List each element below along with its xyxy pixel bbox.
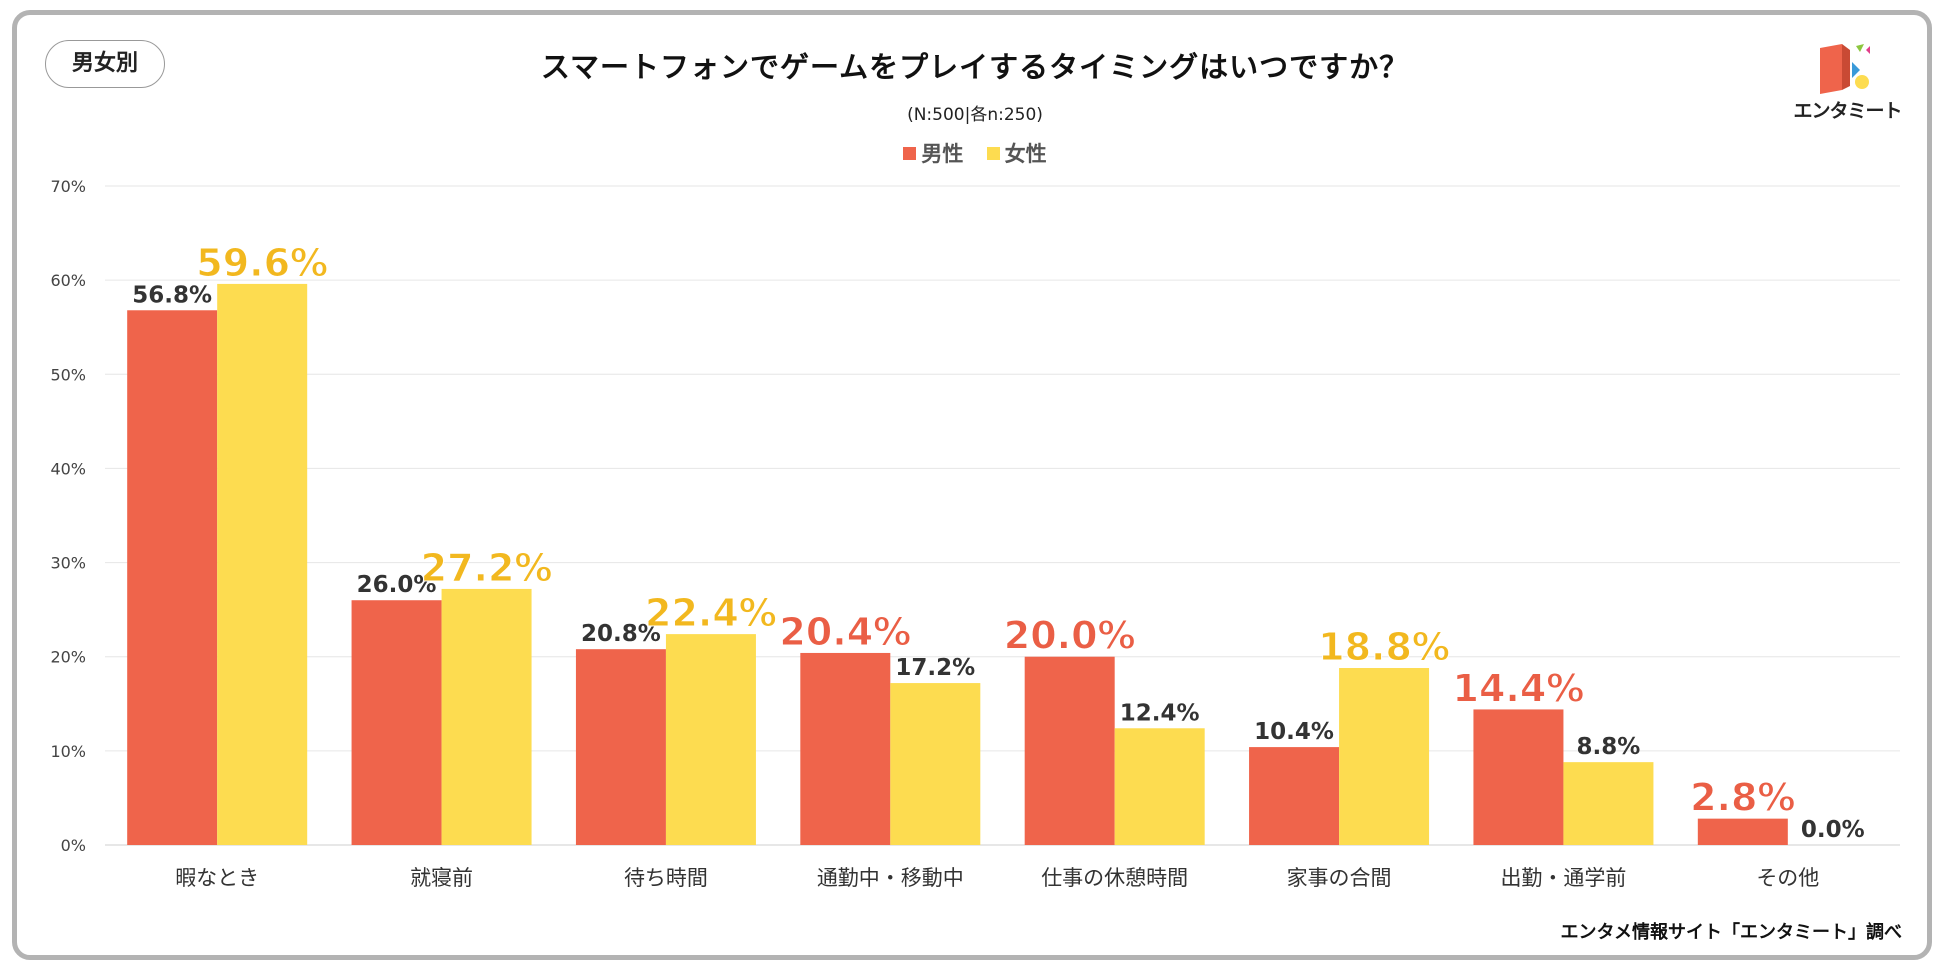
x-category-label: 出勤・通学前 <box>1500 866 1626 890</box>
bar-male <box>351 600 442 845</box>
bar-male <box>1473 709 1564 845</box>
x-category-label: 家事の合間 <box>1287 866 1392 890</box>
x-category-label: その他 <box>1756 866 1819 890</box>
entameet-logo: エンタミート <box>1790 40 1905 125</box>
bar-male <box>575 649 666 845</box>
data-label-female: 22.4% <box>645 591 777 635</box>
chart-title: スマートフォンでゲームをプレイするタイミングはいつですか？ <box>540 50 1410 84</box>
legend-label-male: 男性 <box>921 142 964 166</box>
x-category-label: 通勤中・移動中 <box>817 866 964 890</box>
y-tick-label: 60% <box>50 271 86 290</box>
x-category-label: 暇なとき <box>175 866 259 890</box>
entameet-logo-icon <box>1820 44 1870 94</box>
x-category-label: 就寝前 <box>410 866 473 890</box>
legend-swatch-male <box>903 147 917 160</box>
x-category-label: 仕事の休憩時間 <box>1041 866 1188 890</box>
logo-text: エンタミート <box>1793 100 1902 122</box>
data-label-male: 20.0% <box>1004 614 1136 658</box>
bar-female <box>217 283 308 845</box>
data-label-male: 20.4% <box>779 610 911 654</box>
data-label-female: 12.4% <box>1120 700 1200 726</box>
data-label-male: 26.0% <box>357 572 437 598</box>
data-label-female: 59.6% <box>196 241 328 285</box>
bar-female <box>1563 762 1654 845</box>
legend-item-female: 女性 <box>986 138 1047 168</box>
legend-swatch-female <box>986 147 1000 160</box>
bar-male <box>1249 747 1340 845</box>
data-label-male: 10.4% <box>1254 719 1334 745</box>
legend-label-female: 女性 <box>1004 142 1047 166</box>
bar-male <box>1697 818 1788 845</box>
data-label-male: 14.4% <box>1453 666 1585 710</box>
x-category-label: 待ち時間 <box>624 866 708 890</box>
bar-male <box>127 310 218 846</box>
chart-legend: 男性 女性 <box>0 138 1950 168</box>
data-label-female: 0.0% <box>1801 817 1865 843</box>
y-tick-label: 70% <box>50 177 86 196</box>
bar-female <box>441 588 532 845</box>
gender-breakdown-tag: 男女別 <box>45 40 165 88</box>
source-credit: エンタメ情報サイト「エンタミート」調べ <box>1560 922 1902 943</box>
bar-female <box>1114 728 1205 845</box>
data-label-female: 27.2% <box>421 546 553 590</box>
y-tick-label: 50% <box>50 365 86 384</box>
chart-subtitle: (N:500|各n:250) <box>907 105 1043 125</box>
y-tick-label: 30% <box>50 554 86 573</box>
y-tick-label: 10% <box>50 742 86 761</box>
bar-male <box>1024 656 1115 845</box>
legend-item-male: 男性 <box>903 138 963 168</box>
data-label-male: 2.8% <box>1690 776 1795 820</box>
data-label-male: 56.8% <box>132 282 212 308</box>
data-label-female: 17.2% <box>895 655 975 681</box>
bar-male <box>800 652 891 845</box>
y-tick-label: 40% <box>50 459 86 478</box>
data-label-female: 18.8% <box>1318 625 1450 669</box>
bar-female <box>890 683 981 845</box>
bar-female <box>665 634 756 845</box>
data-label-female: 8.8% <box>1577 734 1641 760</box>
bar-female <box>1339 668 1430 845</box>
y-tick-label: 20% <box>50 648 86 667</box>
data-label-male: 20.8% <box>581 621 661 647</box>
y-tick-label: 0% <box>61 836 86 855</box>
